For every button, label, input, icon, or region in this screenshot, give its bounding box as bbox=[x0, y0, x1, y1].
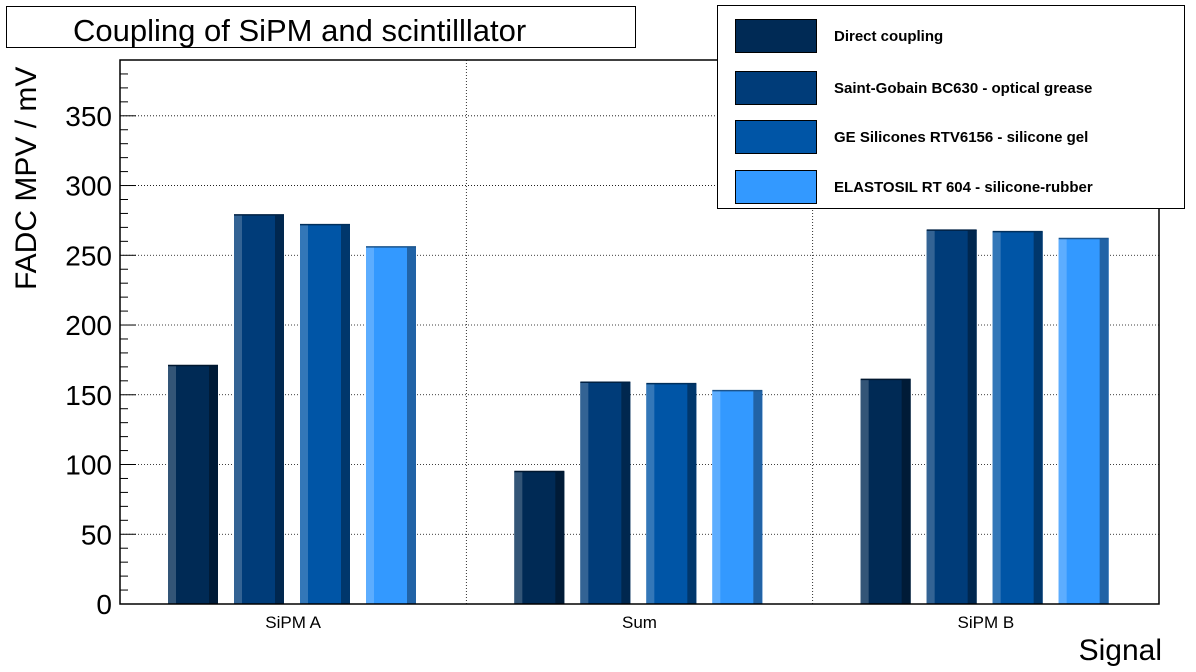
chart-title: Coupling of SiPM and scintilllator bbox=[73, 13, 527, 48]
bar-highlight bbox=[168, 365, 176, 604]
y-tick-label: 350 bbox=[65, 101, 112, 132]
x-tick-label: SiPM B bbox=[957, 613, 1014, 632]
legend-swatch bbox=[735, 170, 817, 204]
bar-shadow bbox=[341, 224, 350, 604]
bar-shadow bbox=[753, 390, 763, 604]
legend-item-direct-coupling: Direct coupling bbox=[718, 16, 1184, 56]
bar-highlight bbox=[580, 382, 589, 604]
bar-highlight bbox=[514, 471, 523, 604]
legend-item-silicone-gel: GE Silicones RTV6156 - silicone gel bbox=[718, 117, 1184, 157]
legend-swatch bbox=[735, 120, 817, 154]
bar-shadow bbox=[407, 246, 416, 604]
plot-frame bbox=[119, 59, 1160, 605]
bar-highlight bbox=[992, 231, 1001, 605]
bar-highlight bbox=[712, 390, 721, 604]
y-axis-label: FADC MPV / mV bbox=[10, 66, 43, 290]
bar-highlight bbox=[926, 230, 935, 604]
legend-label: Direct coupling bbox=[834, 28, 944, 45]
y-tick-label: 300 bbox=[65, 171, 112, 202]
bar-shadow bbox=[621, 382, 631, 604]
legend-label: ELASTOSIL RT 604 - silicone-rubber bbox=[834, 179, 1093, 196]
bar-highlight bbox=[234, 214, 242, 605]
y-tick-label: 0 bbox=[96, 589, 112, 620]
y-tick-label: 200 bbox=[65, 310, 112, 341]
bar-highlight bbox=[1058, 238, 1067, 605]
bar-shadow bbox=[967, 230, 977, 604]
bar-shadow bbox=[901, 379, 911, 604]
y-tick-label: 150 bbox=[65, 380, 112, 411]
legend-swatch bbox=[735, 19, 817, 53]
legend-label: Saint-Gobain BC630 - optical grease bbox=[834, 80, 1093, 97]
legend-item-optical-grease: Saint-Gobain BC630 - optical grease bbox=[718, 68, 1184, 108]
bar-highlight bbox=[860, 379, 869, 604]
bar-shadow bbox=[209, 365, 218, 604]
legend-swatch bbox=[735, 71, 817, 105]
x-tick-label: Sum bbox=[622, 613, 657, 632]
bar-shadow bbox=[687, 383, 697, 604]
x-axis-label: Signal bbox=[1078, 634, 1162, 667]
chart-title-box: Coupling of SiPM and scintilllator bbox=[6, 6, 636, 48]
x-tick-label: SiPM A bbox=[265, 613, 321, 632]
bar-shadow bbox=[1033, 231, 1043, 605]
bar-shadow bbox=[275, 214, 284, 605]
bar-shadow bbox=[1099, 238, 1109, 605]
y-tick-label: 100 bbox=[65, 450, 112, 481]
bar-highlight bbox=[646, 383, 655, 604]
y-tick-label: 50 bbox=[81, 519, 112, 550]
y-tick-label: 250 bbox=[65, 240, 112, 271]
legend-item-silicone-rubber: ELASTOSIL RT 604 - silicone-rubber bbox=[718, 167, 1184, 207]
bar-highlight bbox=[366, 246, 374, 604]
bar-highlight bbox=[300, 224, 308, 604]
bar-shadow bbox=[555, 471, 565, 604]
legend-label: GE Silicones RTV6156 - silicone gel bbox=[834, 129, 1089, 146]
legend: Direct coupling Saint-Gobain BC630 - opt… bbox=[717, 5, 1185, 209]
